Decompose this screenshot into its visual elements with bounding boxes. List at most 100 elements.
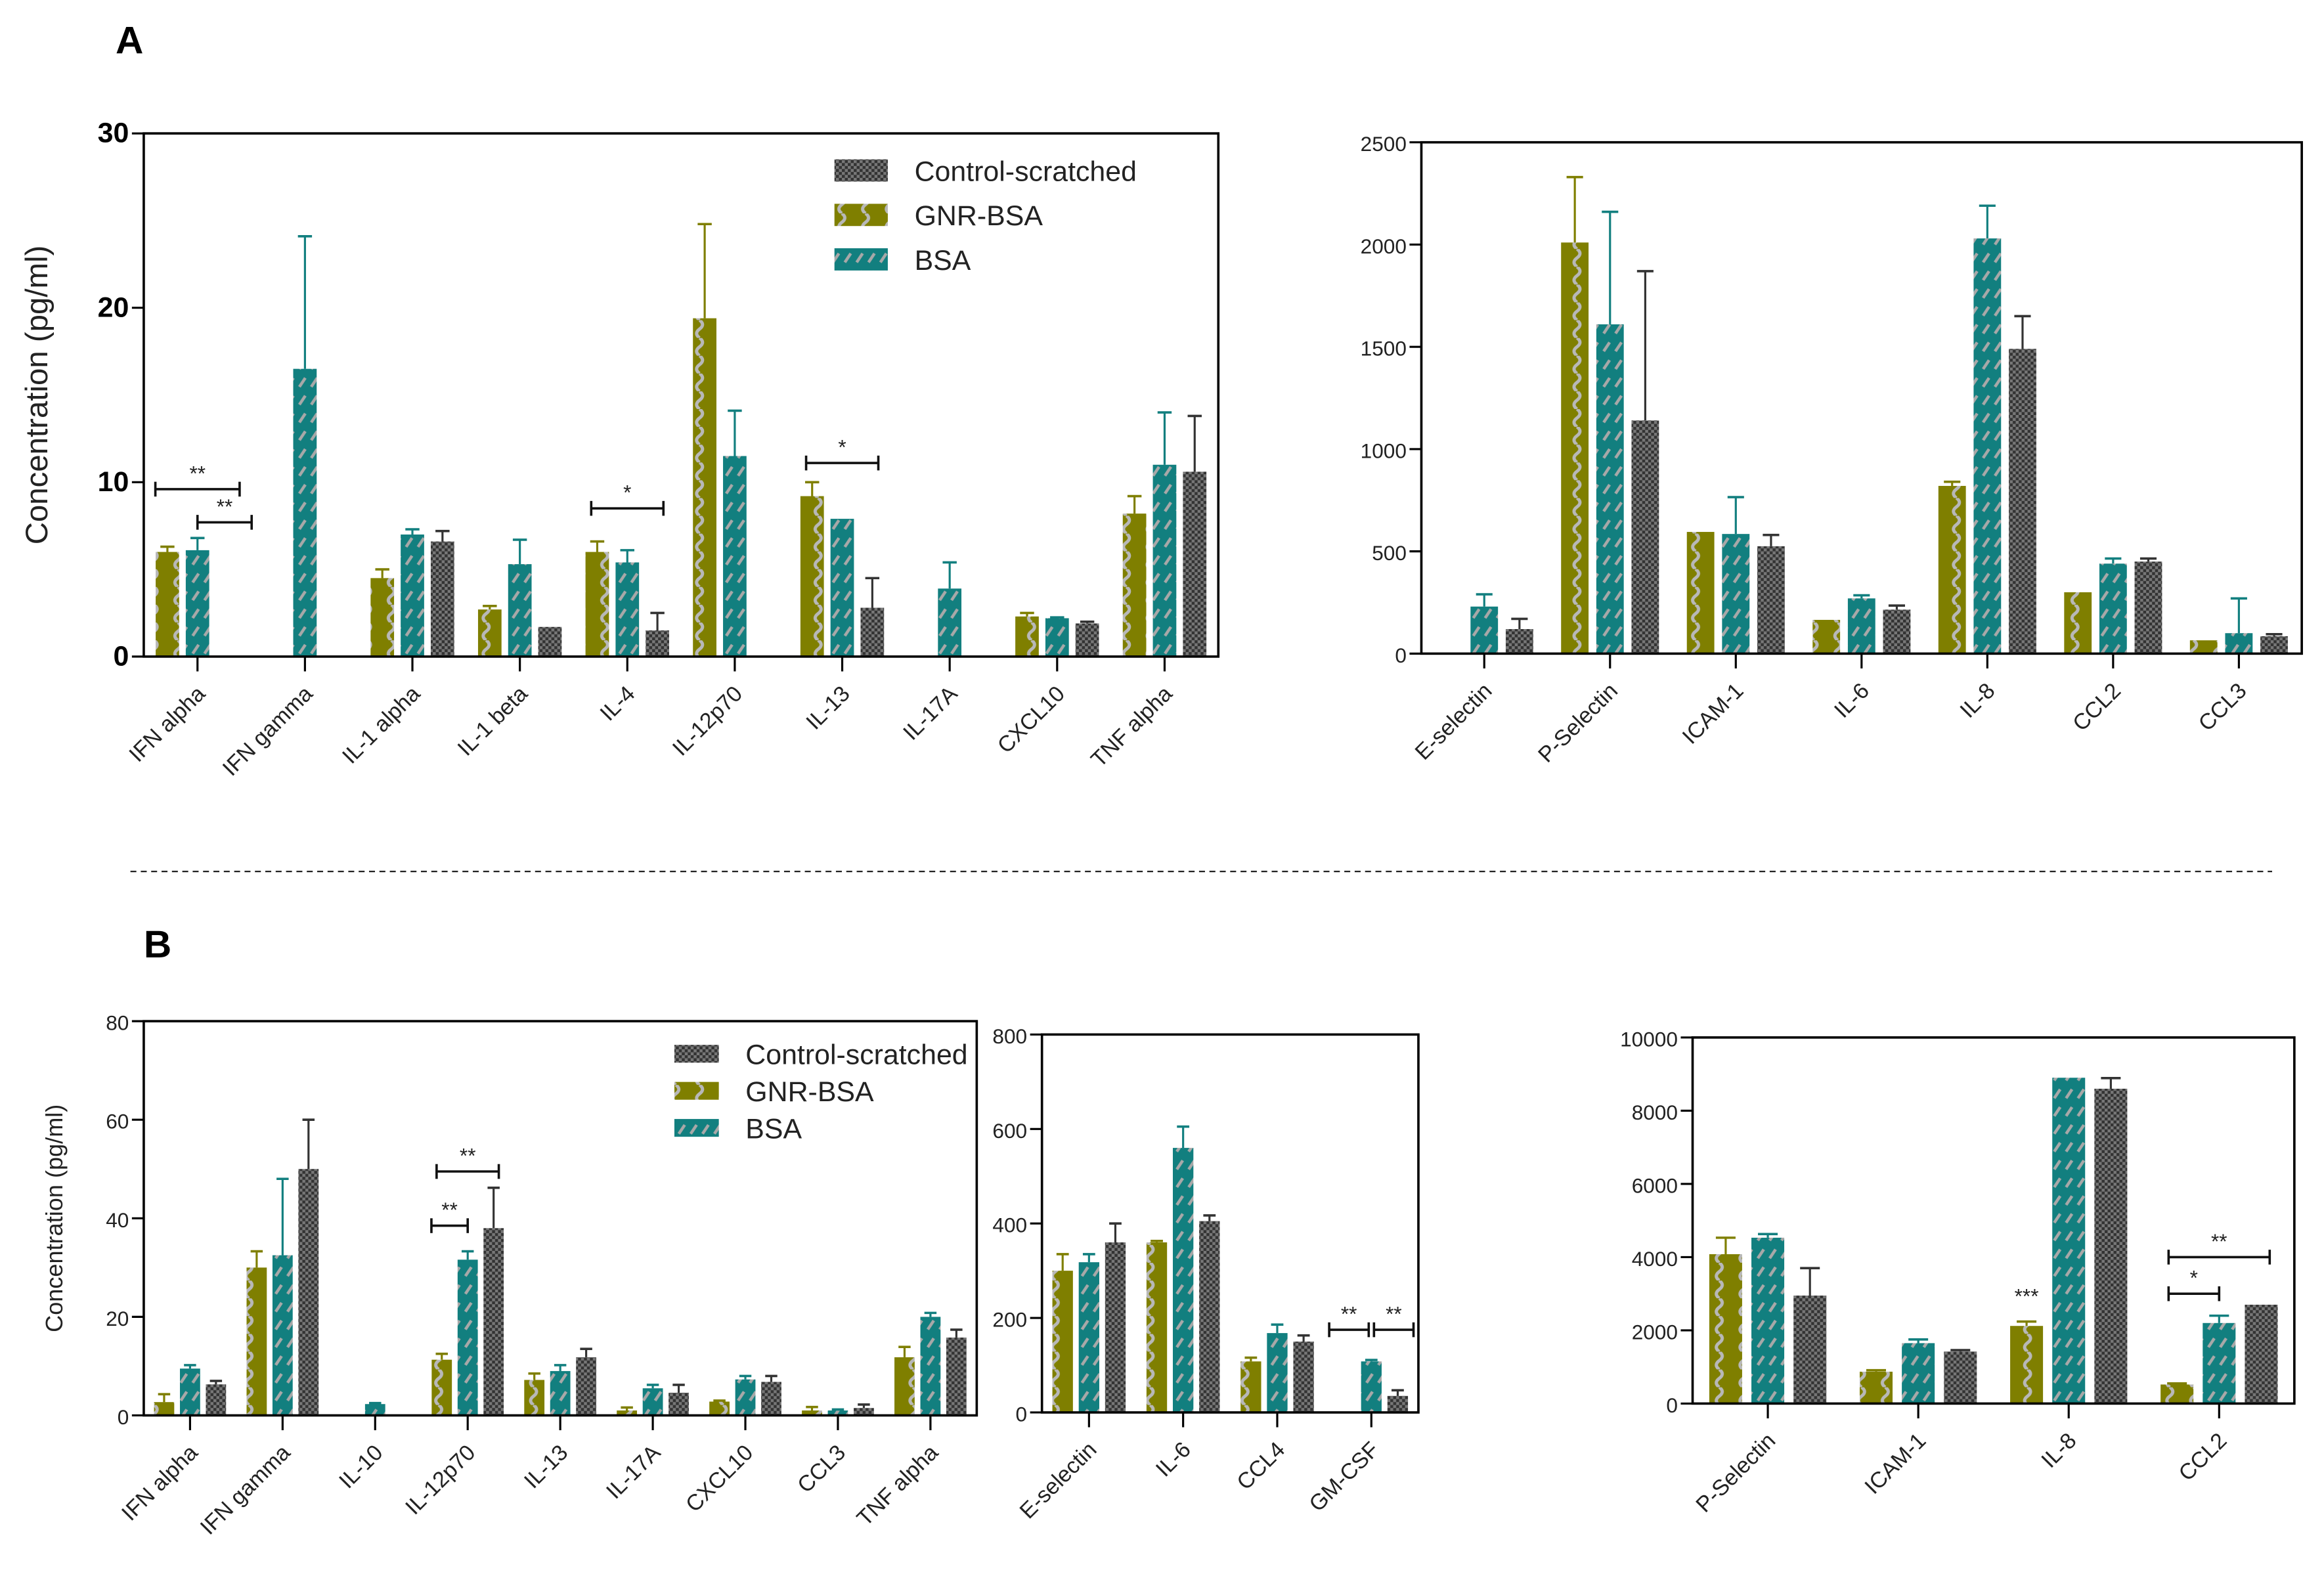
x-tick-label: IL-6 xyxy=(1830,678,1874,723)
bar-gnr-bsa xyxy=(431,1359,452,1416)
bar-control-scratched xyxy=(1105,1242,1126,1412)
legend: Control-scratched GNR-BSA BSA xyxy=(834,156,1137,276)
y-axis-title: Concentration (pg/ml) xyxy=(20,246,55,545)
x-tick-label: E-selectin xyxy=(1015,1437,1102,1523)
chart-1: 0 10 20 30 IFN alpha IFN gamma IL-1 alpha IL-1 … xyxy=(20,118,1220,781)
significance-label: * xyxy=(838,435,846,459)
x-tick-label: CCL3 xyxy=(2194,678,2252,736)
bar-bsa xyxy=(1470,606,1499,654)
legend-swatch-bsa xyxy=(674,1119,719,1137)
y-tick-label: 200 xyxy=(992,1308,1027,1332)
bar-gnr-bsa xyxy=(1240,1361,1261,1412)
bar-control-scratched xyxy=(1757,546,1785,654)
x-tick-label: IFN gamma xyxy=(218,681,318,781)
bar-control-scratched xyxy=(2009,349,2036,654)
bar-bsa xyxy=(1722,534,1750,654)
bar-bsa xyxy=(180,1368,200,1416)
x-tick-label: IFN alpha xyxy=(117,1440,203,1526)
x-tick-label: IL-6 xyxy=(1151,1437,1196,1481)
x-tick-label: IL-17A xyxy=(898,681,963,745)
bar-bsa xyxy=(2203,1323,2236,1404)
bar-bsa xyxy=(1596,324,1624,654)
x-tick-label: IL-10 xyxy=(334,1440,387,1493)
x-tick-label: ICAM-1 xyxy=(1860,1428,1931,1499)
bar-bsa xyxy=(1173,1148,1194,1412)
legend: Control-scratched GNR-BSA BSA xyxy=(674,1039,968,1145)
bar-bsa xyxy=(1152,464,1177,657)
bar-control-scratched xyxy=(860,607,885,657)
bar-gnr-bsa xyxy=(585,552,609,657)
bar-gnr-bsa xyxy=(1686,532,1715,654)
chart-4: 0 200 400 600 800 E-selectin IL-6 CCL4 GM-CSF ** *… xyxy=(992,1024,1420,1523)
y-tick-label: 10 xyxy=(98,466,129,498)
bar-gnr-bsa xyxy=(2189,640,2218,654)
y-tick-label: 2000 xyxy=(1632,1320,1678,1344)
bar-gnr-bsa xyxy=(2064,592,2092,654)
x-tick-label: IL-8 xyxy=(1955,678,2000,723)
plot-frame xyxy=(143,132,1220,658)
bar-gnr-bsa xyxy=(1146,1242,1168,1412)
y-tick-label: 20 xyxy=(106,1307,129,1330)
bar-bsa xyxy=(735,1379,756,1416)
y-tick-label: 800 xyxy=(992,1024,1027,1048)
bar-bsa xyxy=(1847,598,1875,654)
significance-label: ** xyxy=(217,494,233,518)
chart-5: 0 2000 4000 6000 8000 10000 P-Selectin ICAM-1 IL… xyxy=(1620,1027,2296,1518)
significance-label: ** xyxy=(441,1198,458,1221)
bar-bsa xyxy=(1078,1262,1099,1412)
bar-control-scratched xyxy=(1075,623,1099,657)
x-tick-label: IL-1 beta xyxy=(453,681,533,760)
bar-gnr-bsa xyxy=(802,1410,822,1416)
y-tick-label: 600 xyxy=(992,1119,1027,1143)
bar-control-scratched xyxy=(1199,1221,1220,1412)
significance-label: * xyxy=(2190,1266,2198,1290)
y-tick-label: 60 xyxy=(106,1110,129,1133)
legend-swatch-control-scratched xyxy=(834,159,888,182)
y-tick-label: 4000 xyxy=(1632,1247,1678,1271)
y-axis-title: Concentration (pg/ml) xyxy=(41,1104,68,1332)
bar-control-scratched xyxy=(483,1228,504,1416)
x-tick-label: IL-8 xyxy=(2036,1428,2081,1473)
bar-control-scratched xyxy=(1944,1351,1977,1404)
significance-label: ** xyxy=(189,461,206,485)
panel-label-b: B xyxy=(144,923,171,966)
bar-gnr-bsa xyxy=(693,318,716,657)
bar-gnr-bsa xyxy=(1561,242,1589,654)
y-tick-label: 10000 xyxy=(1620,1027,1678,1051)
y-tick-label: 0 xyxy=(1666,1393,1678,1417)
y-tick-label: 0 xyxy=(118,1405,129,1429)
y-tick-label: 2000 xyxy=(1361,234,1407,258)
bar-bsa xyxy=(508,564,532,657)
legend-swatch-gnr-bsa xyxy=(674,1082,719,1100)
bar-bsa xyxy=(2052,1078,2086,1404)
chart-2: 0 500 1000 1500 2000 2500 E-selectin P-Selectin… xyxy=(1361,132,2303,768)
y-tick-label: 1500 xyxy=(1361,337,1407,361)
bar-bsa xyxy=(920,1317,941,1416)
bar-bsa xyxy=(938,588,962,657)
x-tick-label: P-Selectin xyxy=(1691,1428,1780,1518)
bar-gnr-bsa xyxy=(2010,1326,2044,1404)
bar-gnr-bsa xyxy=(800,496,824,657)
x-tick-label: ICAM-1 xyxy=(1678,678,1749,749)
legend-label: BSA xyxy=(745,1113,802,1145)
bar-control-scratched xyxy=(2260,636,2288,654)
bar-bsa xyxy=(457,1259,478,1416)
bar-control-scratched xyxy=(761,1382,781,1416)
bar-gnr-bsa xyxy=(370,578,395,657)
y-tick-label: 2500 xyxy=(1361,132,1407,156)
bar-gnr-bsa xyxy=(617,1410,638,1416)
bar-gnr-bsa xyxy=(1938,485,1966,654)
bar-control-scratched xyxy=(298,1169,319,1416)
y-tick-label: 1000 xyxy=(1361,439,1407,462)
y-tick-label: 400 xyxy=(992,1213,1027,1237)
bar-control-scratched xyxy=(646,630,669,657)
bar-bsa xyxy=(2225,633,2253,654)
plot-frame xyxy=(1691,1036,2296,1405)
bar-gnr-bsa xyxy=(154,1402,175,1416)
bar-control-scratched xyxy=(1793,1295,1827,1404)
bar-bsa xyxy=(293,368,317,657)
x-tick-label: CXCL10 xyxy=(993,681,1070,758)
x-tick-label: IL-12p70 xyxy=(668,681,747,760)
legend-label: GNR-BSA xyxy=(915,200,1043,232)
